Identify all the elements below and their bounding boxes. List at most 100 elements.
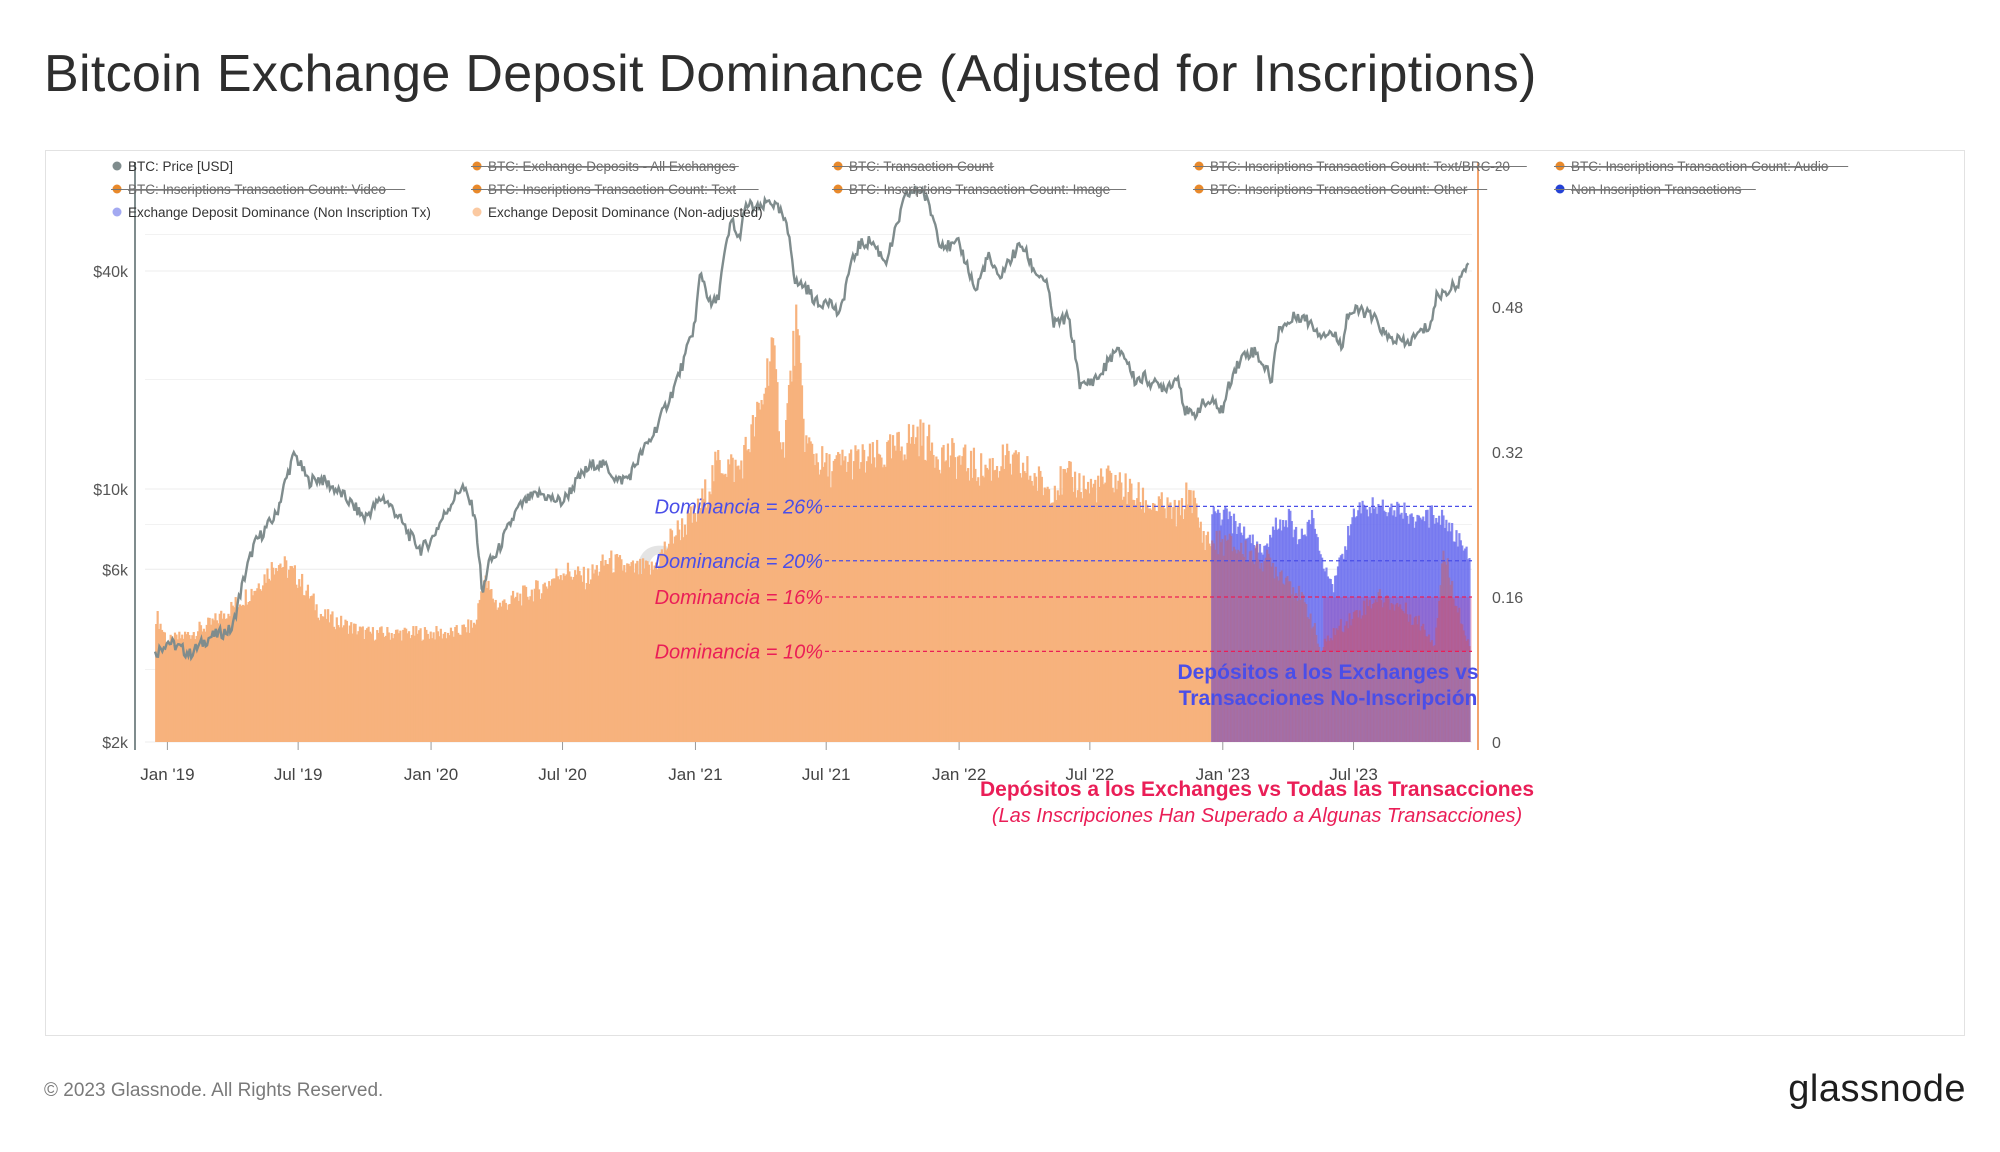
overlap-bar	[1361, 615, 1364, 742]
annotation-red-title: Depósitos a los Exchanges vs Todas las T…	[980, 778, 1534, 801]
dominance-bar	[223, 613, 226, 742]
dominance-bar	[1032, 485, 1035, 742]
dominance-bar	[549, 585, 552, 742]
dominance-bar	[402, 629, 405, 742]
dominance-bar	[1195, 503, 1198, 742]
overlap-bar	[1319, 650, 1322, 742]
dominance-bar	[839, 465, 843, 742]
dominance-bar	[766, 358, 769, 742]
dominance-bar	[412, 626, 415, 742]
dominance-bar	[744, 436, 747, 742]
dominance-bar	[1017, 452, 1020, 742]
dominance-bar	[308, 598, 311, 742]
dominance-bar	[769, 361, 772, 742]
dominance-bar	[565, 574, 568, 742]
dominance-bar	[636, 560, 639, 742]
dominance-bar	[225, 618, 229, 742]
dominance-bar	[249, 601, 252, 742]
dominance-bar	[1182, 519, 1185, 742]
overlap-bar	[1433, 645, 1436, 742]
y-right-tick-label: 0.16	[1492, 590, 1523, 607]
overlap-bar	[1410, 624, 1413, 742]
overlap-bar	[1303, 602, 1306, 742]
dominance-bar	[886, 441, 889, 742]
dominance-bar	[465, 632, 468, 742]
dominance-bar	[1095, 502, 1098, 742]
dominance-bar	[373, 640, 376, 742]
dominance-bar	[1040, 476, 1043, 742]
dominance-bar	[759, 409, 762, 742]
dominance-bar	[335, 617, 338, 742]
dominance-bar	[793, 365, 796, 742]
dominance-bar	[1154, 510, 1158, 742]
dominance-bar	[399, 630, 402, 742]
dominance-bar	[812, 453, 815, 742]
dominance-bar	[548, 581, 551, 742]
dominance-bar	[653, 565, 656, 742]
dominance-bar	[746, 450, 749, 742]
dominance-bar	[387, 632, 390, 742]
overlap-bar	[1323, 638, 1327, 742]
dominance-bar	[400, 640, 403, 742]
overlap-bar	[1283, 584, 1286, 742]
dominance-bar	[722, 474, 726, 742]
dominance-bar	[1146, 504, 1149, 742]
dominance-bar	[199, 625, 203, 742]
dominance-bar	[381, 632, 385, 742]
dominance-bar	[751, 415, 754, 742]
dominance-bar	[325, 618, 328, 742]
dominance-bar	[324, 609, 327, 742]
dominance-bar	[221, 618, 224, 742]
dominance-bar	[290, 566, 294, 742]
dominance-bar	[841, 449, 844, 742]
overlap-bar	[1425, 636, 1428, 742]
dominance-bar	[188, 635, 191, 742]
dominance-bar	[643, 568, 646, 742]
dominance-bar	[1118, 472, 1121, 742]
dominance-bar	[289, 565, 292, 742]
dominance-bar	[891, 435, 895, 742]
dominance-bar	[838, 453, 841, 742]
dominance-bar	[646, 561, 649, 742]
dominance-bar	[860, 462, 863, 742]
dominance-bar	[445, 638, 448, 742]
dominance-bar	[556, 576, 559, 742]
overlap-bar	[1349, 625, 1353, 742]
dominance-bar	[907, 424, 911, 742]
overlap-bar	[1413, 617, 1416, 742]
chart-svg: glassnode $2k$6k$10k$40k00.160.320.48Jan…	[93, 159, 1849, 827]
y-left-tick-label: $10k	[93, 482, 129, 499]
dominance-bar	[558, 579, 561, 742]
dominance-bar	[535, 580, 538, 742]
dominance-bar	[993, 470, 996, 742]
dominance-bar	[1053, 485, 1056, 742]
dominance-bar	[487, 580, 490, 742]
dominance-bar	[952, 442, 955, 742]
dominance-bar	[1177, 500, 1181, 742]
overlap-bar	[1342, 632, 1345, 742]
dominance-bar	[1010, 474, 1013, 742]
dominance-bar	[293, 565, 297, 742]
dominance-bar	[857, 449, 860, 742]
dominance-bar	[968, 480, 971, 742]
dominance-bar	[205, 624, 208, 742]
dominance-bar	[878, 454, 882, 742]
overlap-bar	[1347, 628, 1350, 742]
dominance-bar	[240, 605, 243, 742]
dominance-bar	[714, 451, 717, 742]
dominance-bar	[433, 639, 437, 742]
overlap-bar	[1241, 554, 1244, 742]
dominance-bar	[1008, 463, 1012, 742]
dominance-bar	[942, 444, 945, 742]
overlap-bar	[1299, 599, 1302, 742]
legend-item: BTC: Price [USD]	[128, 159, 233, 174]
dominance-bar	[286, 577, 289, 742]
dominance-bar	[181, 634, 184, 742]
dominance-bar	[1091, 487, 1094, 742]
dominance-bar	[623, 565, 626, 742]
dominance-bar	[903, 454, 906, 742]
dominance-bar	[156, 611, 159, 742]
dominance-nonins-bar	[1318, 550, 1321, 742]
dominance-bar	[972, 447, 976, 742]
overlap-bar	[1273, 578, 1276, 742]
